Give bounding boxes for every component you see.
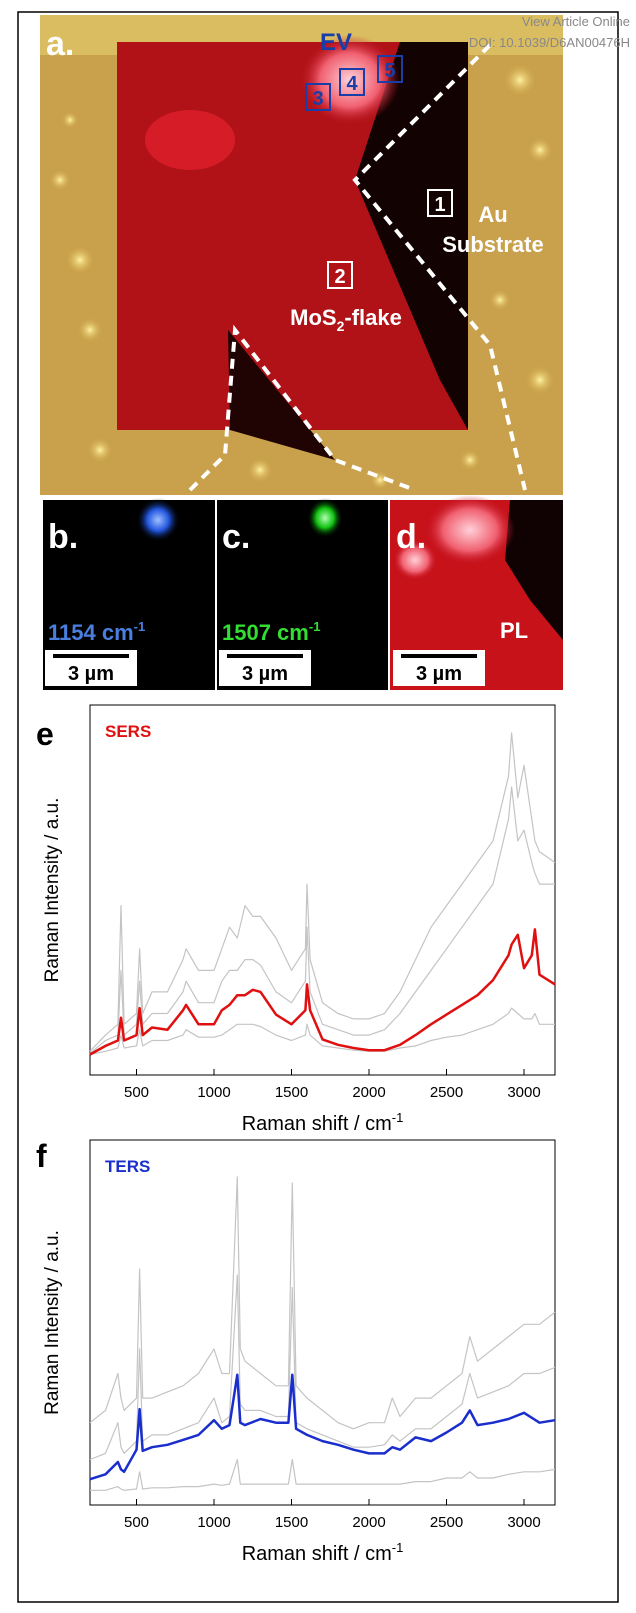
x-tick-label: 1500 bbox=[275, 1514, 308, 1531]
box bbox=[427, 189, 453, 217]
x-tick-label: 500 bbox=[124, 1514, 149, 1531]
dark-region bbox=[505, 500, 563, 640]
band-sup: -1 bbox=[309, 619, 321, 634]
highlight-spectrum bbox=[89, 928, 556, 1056]
flake-label-part: -flake bbox=[344, 305, 401, 330]
panel-c: c. 1507 cm-1 3 µm bbox=[217, 498, 388, 690]
x-tick-label: 3000 bbox=[507, 1084, 540, 1101]
scale-label: 3 µm bbox=[242, 663, 288, 685]
scale-label: 3 µm bbox=[68, 663, 114, 685]
x-axis-label-sup: -1 bbox=[392, 1110, 404, 1125]
dark-region bbox=[355, 42, 468, 430]
x-axis-label: Raman shift / cm-1 bbox=[242, 1540, 404, 1565]
x-tick-label: 1000 bbox=[197, 1084, 230, 1101]
highlight-spectrum bbox=[89, 1373, 556, 1481]
signal-blob bbox=[136, 498, 180, 542]
y-axis-label: Raman Intensity / a.u. bbox=[42, 798, 63, 983]
x-axis-label-sup: -1 bbox=[392, 1540, 404, 1555]
band-sup: -1 bbox=[134, 619, 146, 634]
series-label: TERS bbox=[105, 1157, 150, 1176]
panel-letter: e bbox=[36, 716, 54, 752]
x-axis-label-text: Raman shift / cm bbox=[242, 1113, 392, 1135]
box-label: 4 bbox=[346, 73, 358, 95]
panel-label: d. bbox=[396, 518, 426, 556]
panel-b: b. 1154 cm-1 3 µm bbox=[43, 498, 215, 690]
band-label: 1507 cm-1 bbox=[222, 619, 320, 645]
signal-blob bbox=[307, 498, 343, 538]
x-tick-label: 1500 bbox=[275, 1084, 308, 1101]
flake-label-part: MoS bbox=[290, 305, 336, 330]
band-text: 1154 cm bbox=[48, 620, 134, 645]
spectrum bbox=[89, 1176, 556, 1430]
box bbox=[327, 261, 353, 289]
panel-label: b. bbox=[48, 518, 78, 556]
panel-a: a. EV 3 4 5 1 2 Au Substrate MoS2-flake bbox=[40, 15, 563, 495]
spectrum bbox=[89, 1007, 555, 1056]
spectrum bbox=[90, 1458, 556, 1491]
au-particles bbox=[50, 64, 554, 489]
au-label: Au bbox=[478, 202, 507, 227]
plot-frame bbox=[89, 1139, 556, 1506]
ev-label: EV bbox=[320, 29, 352, 56]
x-tick-label: 3000 bbox=[507, 1514, 540, 1531]
scale-label: 3 µm bbox=[416, 663, 462, 685]
pl-spot bbox=[425, 495, 515, 565]
spectrum bbox=[89, 786, 555, 1054]
series-label: SERS bbox=[105, 722, 151, 741]
box-label: 3 bbox=[312, 88, 323, 110]
spectrum bbox=[89, 732, 556, 1052]
ev-boxes bbox=[305, 55, 403, 111]
x-tick-label: 2500 bbox=[430, 1084, 463, 1101]
pl-spot bbox=[393, 540, 437, 580]
band-label: PL bbox=[500, 618, 528, 643]
bright-spot bbox=[145, 110, 235, 170]
panel-label: a. bbox=[46, 25, 74, 63]
box-label: 5 bbox=[384, 60, 395, 82]
flake-label: MoS2-flake bbox=[290, 305, 402, 334]
article-link[interactable]: View Article Online bbox=[522, 14, 630, 29]
x-axis-label: Raman shift / cm-1 bbox=[242, 1110, 404, 1135]
x-axis-label-text: Raman shift / cm bbox=[242, 1543, 392, 1565]
panel-letter: f bbox=[36, 1138, 47, 1174]
x-tick-label: 500 bbox=[124, 1084, 149, 1101]
box-label: 1 bbox=[434, 194, 445, 216]
y-axis-label: Raman Intensity / a.u. bbox=[42, 1230, 63, 1415]
plot-frame bbox=[89, 704, 556, 1076]
ev-spot bbox=[300, 35, 400, 125]
doi: DOI: 10.1039/D6AN00476H bbox=[469, 35, 630, 50]
spectrum bbox=[89, 1274, 556, 1461]
panel-d: d. PL 3 µm bbox=[390, 495, 563, 690]
box-label: 2 bbox=[334, 266, 345, 288]
flake-outline bbox=[188, 43, 527, 492]
x-tick-label: 1000 bbox=[197, 1514, 230, 1531]
flake-label-sub: 2 bbox=[337, 318, 345, 334]
x-tick-label: 2500 bbox=[430, 1514, 463, 1531]
x-tick-label: 2000 bbox=[352, 1084, 385, 1101]
panel-label: c. bbox=[222, 518, 250, 556]
x-tick-label: 2000 bbox=[352, 1514, 385, 1531]
band-label: 1154 cm-1 bbox=[48, 619, 145, 645]
substrate-label: Substrate bbox=[442, 232, 543, 257]
band-text: 1507 cm bbox=[222, 620, 309, 645]
